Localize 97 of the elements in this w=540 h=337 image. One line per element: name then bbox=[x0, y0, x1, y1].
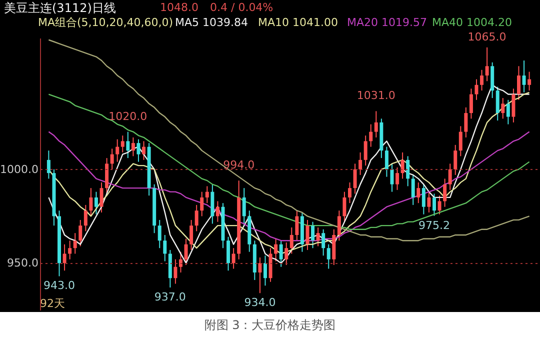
candlestick bbox=[322, 228, 326, 256]
candlestick bbox=[374, 110, 378, 138]
candlestick bbox=[62, 244, 66, 272]
chart-subtitle: MA组合(5,10,20,40,60,0) bbox=[38, 16, 174, 29]
candlestick bbox=[443, 178, 447, 208]
candlestick bbox=[226, 236, 230, 272]
candlestick bbox=[84, 204, 88, 232]
candlestick bbox=[516, 66, 520, 100]
y-tick-label: 950.0 bbox=[7, 256, 38, 270]
candlestick bbox=[432, 193, 436, 216]
candlestick bbox=[136, 138, 140, 162]
annotation: 975.2 bbox=[418, 218, 450, 232]
candlestick bbox=[411, 174, 415, 206]
candlestick bbox=[78, 219, 82, 247]
candlestick bbox=[416, 182, 420, 204]
candlestick bbox=[163, 234, 167, 262]
candlestick bbox=[353, 163, 357, 194]
candlestick bbox=[158, 219, 162, 249]
candlestick bbox=[316, 226, 320, 247]
candlestick bbox=[178, 251, 182, 273]
annotation: 994.0 bbox=[223, 158, 255, 172]
candlestick bbox=[242, 188, 246, 226]
candlestick bbox=[337, 210, 341, 242]
candlestick bbox=[506, 99, 510, 125]
candlestick bbox=[311, 221, 315, 249]
candlestick bbox=[126, 131, 130, 159]
candlestick bbox=[258, 256, 262, 294]
text: 0.4 / 0.04% bbox=[210, 1, 274, 14]
candlestick bbox=[306, 219, 310, 250]
candlestick bbox=[232, 248, 236, 270]
text: MA40 1004.20 bbox=[432, 16, 512, 29]
candlestick bbox=[438, 195, 442, 215]
chart-title: 美豆主连(3112)日线 bbox=[4, 1, 116, 15]
candlestick bbox=[400, 152, 404, 180]
candlestick bbox=[528, 71, 532, 92]
annotation: 1031.0 bbox=[356, 89, 396, 102]
candlestick bbox=[469, 88, 473, 120]
candlestick bbox=[454, 144, 458, 176]
candlestick bbox=[348, 182, 352, 204]
candlestick bbox=[100, 182, 104, 213]
annotation: 943.0 bbox=[44, 279, 76, 292]
candlestick bbox=[216, 200, 220, 222]
annotation: 934.0 bbox=[244, 296, 276, 310]
text: 1048.0 bbox=[160, 1, 198, 14]
candlestick bbox=[94, 191, 98, 215]
candlestick bbox=[474, 78, 478, 100]
candlestick bbox=[464, 106, 468, 138]
candlestick bbox=[512, 88, 516, 123]
candlestick bbox=[422, 184, 426, 215]
line-series bbox=[48, 39, 530, 242]
candlestick bbox=[46, 150, 50, 180]
candlestick bbox=[68, 240, 72, 260]
candlestick bbox=[458, 126, 462, 157]
candlestick bbox=[369, 124, 373, 148]
text: MA20 1019.57 bbox=[347, 16, 427, 29]
candlestick bbox=[501, 98, 505, 120]
candlestick bbox=[384, 146, 388, 178]
candlestick bbox=[116, 138, 120, 162]
candlestick bbox=[406, 156, 410, 187]
candlestick bbox=[73, 232, 77, 254]
text: MA5 1039.84 bbox=[175, 16, 248, 29]
candlestick bbox=[110, 148, 114, 170]
candlestick bbox=[131, 136, 135, 157]
candlestick bbox=[174, 258, 178, 284]
candlestick bbox=[205, 186, 209, 204]
candlestick bbox=[480, 69, 484, 92]
candlestick bbox=[522, 60, 526, 93]
candlestick bbox=[184, 238, 188, 266]
candlestick bbox=[190, 219, 194, 250]
annotation: 937.0 bbox=[154, 290, 186, 304]
candlestick bbox=[89, 188, 93, 217]
text: MA10 1041.00 bbox=[258, 16, 338, 29]
candlestick bbox=[396, 166, 400, 190]
candlestick bbox=[274, 238, 278, 262]
candlestick bbox=[448, 163, 452, 190]
candlestick bbox=[284, 242, 288, 266]
candlestick bbox=[120, 135, 124, 153]
candlestick bbox=[194, 204, 198, 232]
annotation: 1020.0 bbox=[108, 110, 148, 123]
annotation: 92天 bbox=[40, 297, 65, 310]
candlestick bbox=[295, 210, 299, 242]
candlestick bbox=[358, 152, 362, 176]
candlestick bbox=[279, 240, 283, 268]
candlestick bbox=[200, 191, 204, 217]
candlestick bbox=[496, 86, 500, 122]
text: 附图 3：大豆价格走势图 bbox=[204, 318, 336, 332]
candlestick bbox=[364, 135, 368, 166]
candlestick bbox=[427, 191, 431, 213]
candlestick bbox=[326, 244, 330, 270]
annotation: 1065.0 bbox=[468, 30, 506, 44]
candlestick bbox=[290, 226, 294, 254]
candlestick bbox=[390, 163, 394, 192]
candlestick bbox=[142, 140, 146, 160]
y-tick-label: 1000.0 bbox=[0, 162, 38, 176]
candlestick bbox=[263, 255, 267, 286]
candlestick bbox=[342, 191, 346, 222]
candlestick bbox=[485, 46, 489, 82]
